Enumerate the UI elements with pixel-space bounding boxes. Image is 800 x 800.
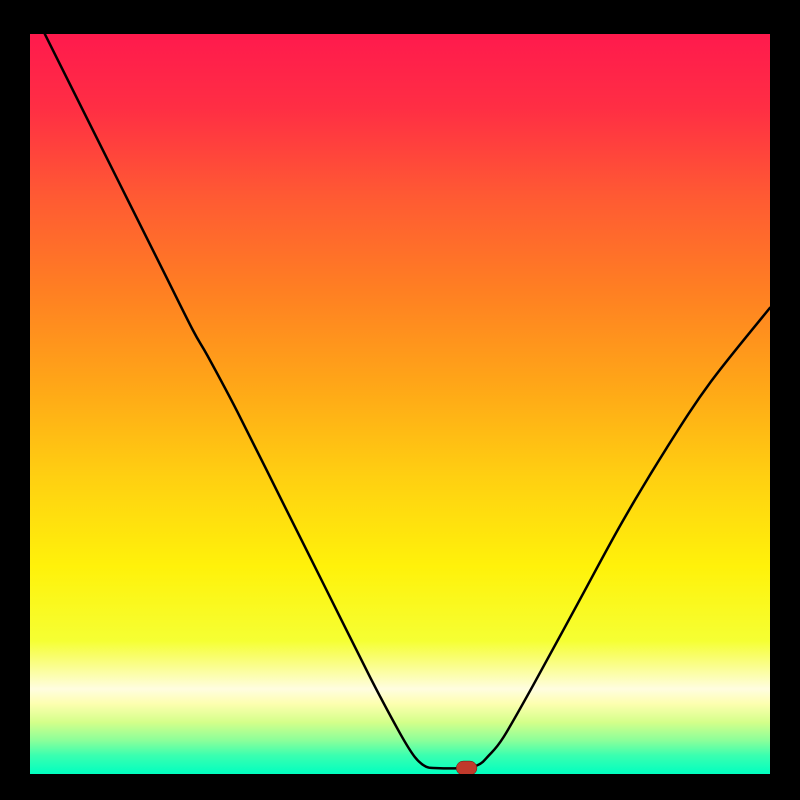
optimal-point-marker xyxy=(456,761,477,775)
bottleneck-chart xyxy=(0,0,800,800)
plot-background-gradient xyxy=(30,34,770,774)
